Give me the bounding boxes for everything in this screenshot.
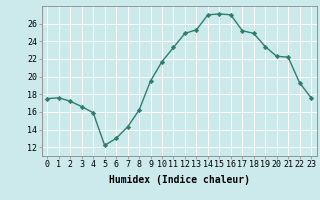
X-axis label: Humidex (Indice chaleur): Humidex (Indice chaleur) — [109, 175, 250, 185]
